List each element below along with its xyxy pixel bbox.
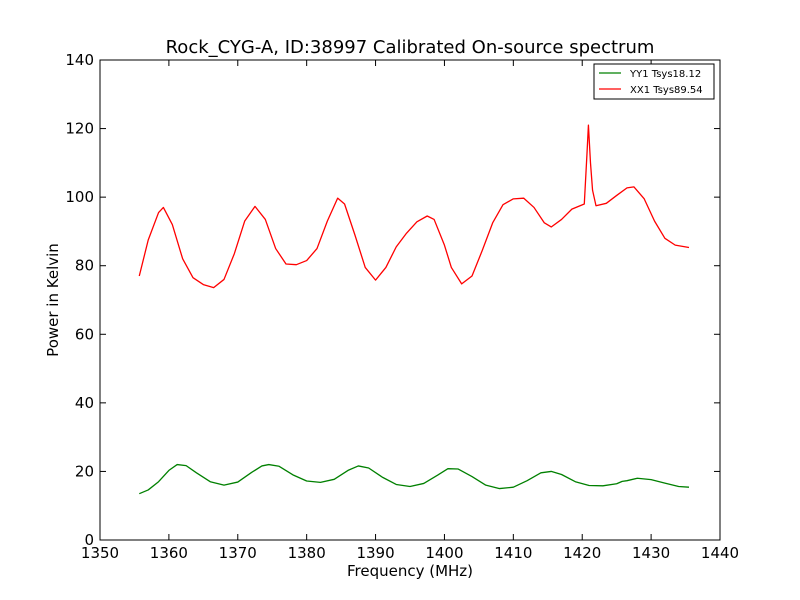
y-axis-title: Power in Kelvin <box>44 243 62 357</box>
x-tick-label: 1390 <box>356 544 394 562</box>
x-tick-label: 1350 <box>81 544 119 562</box>
x-axis-title: Frequency (MHz) <box>347 562 473 580</box>
legend: YY1 Tsys18.12 XX1 Tsys89.54 <box>593 63 715 100</box>
x-tick-label: 1360 <box>150 544 188 562</box>
y-tick-label: 120 <box>65 120 94 138</box>
chart-title: Rock_CYG-A, ID:38997 Calibrated On-sourc… <box>166 37 655 58</box>
series-line-xx1 <box>138 124 690 289</box>
x-tick-label: 1430 <box>632 544 670 562</box>
y-tick-label: 60 <box>75 325 94 343</box>
plot-area <box>100 60 720 540</box>
x-tick-label: 1400 <box>425 544 463 562</box>
plot-frame <box>99 59 721 541</box>
x-tick-label: 1420 <box>563 544 601 562</box>
y-tick-label: 80 <box>75 257 94 275</box>
ticks-group: 1350 1360 1370 1380 1390 1400 1410 1420 1430 1440… <box>65 51 739 562</box>
x-tick-label: 1370 <box>219 544 257 562</box>
x-tick-label: 1410 <box>494 544 532 562</box>
legend-label-yy1: YY1 Tsys18.12 <box>629 69 701 80</box>
y-tick-label: 0 <box>84 531 94 549</box>
series-group <box>138 124 690 495</box>
legend-label-xx1: XX1 Tsys89.54 <box>630 85 703 96</box>
y-tick-label: 20 <box>75 462 94 480</box>
y-tick-label: 140 <box>65 51 94 69</box>
y-tick-label: 100 <box>65 188 94 206</box>
x-tick-label: 1440 <box>701 544 739 562</box>
series-line-yy1 <box>139 463 690 495</box>
x-tick-label: 1380 <box>288 544 326 562</box>
legend-box <box>593 63 715 100</box>
y-tick-label: 40 <box>75 394 94 412</box>
